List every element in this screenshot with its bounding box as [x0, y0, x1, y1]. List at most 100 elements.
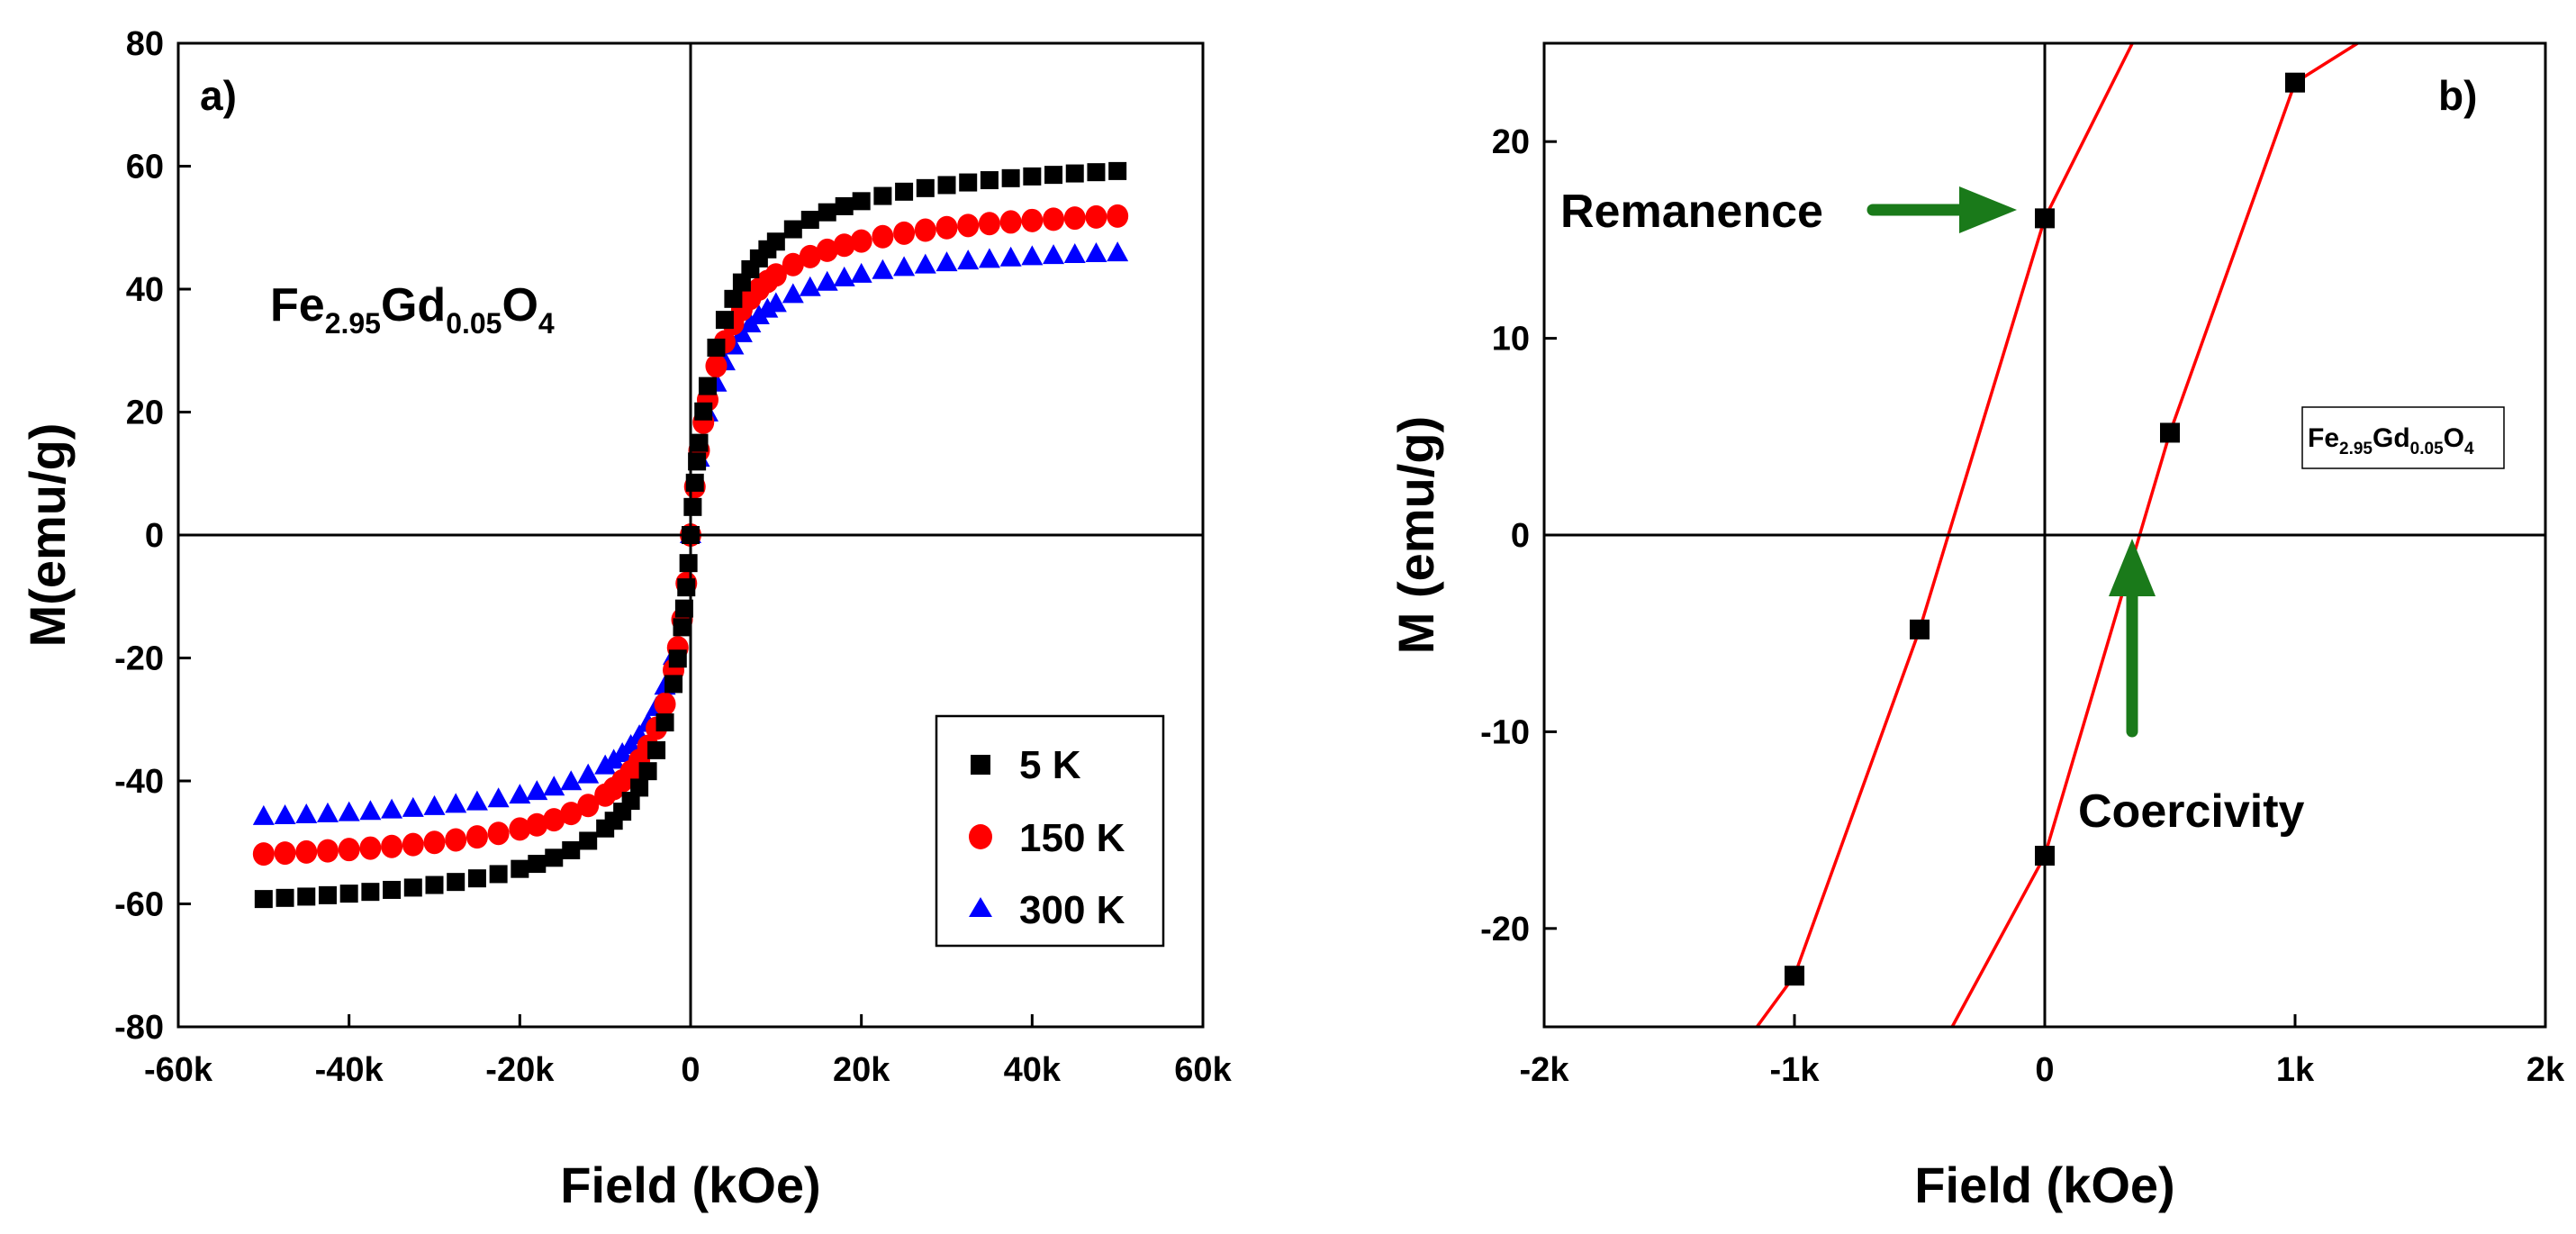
- data-point-300k: [914, 253, 936, 274]
- y-tick-label: 60: [126, 149, 164, 186]
- data-point-5k: [668, 649, 687, 668]
- panel-b-label: b): [2438, 72, 2477, 119]
- data-point-5k: [800, 211, 819, 230]
- x-tick-label: -20k: [485, 1051, 555, 1089]
- data-point-300k: [1063, 243, 1086, 264]
- data-point-5k: [980, 171, 999, 190]
- legend-label-5k: 5 K: [1019, 743, 1081, 787]
- data-point-300k: [465, 790, 488, 811]
- data-point-5k: [1065, 164, 1084, 183]
- data-point-5k: [1001, 168, 1020, 187]
- data-point-150k: [560, 802, 583, 826]
- data-point-150k: [957, 213, 980, 238]
- data-point-5k: [683, 497, 702, 516]
- data-point-5k: [467, 869, 486, 888]
- data-point-5k: [403, 878, 422, 897]
- panel-b: -2k -1k 0 1k 2k -20 -10 0 10 20 b) Fe2.95Gd0.05O4…: [1387, 41, 2565, 1213]
- data-point-150k: [914, 218, 936, 242]
- data-point: [1785, 966, 1804, 986]
- data-point-300k: [978, 248, 1000, 268]
- y-tick-label: -10: [1480, 713, 1530, 751]
- data-point-300k: [1107, 241, 1129, 262]
- data-point-5k: [783, 220, 802, 239]
- data-point-300k: [1021, 245, 1044, 266]
- data-point-5k: [664, 675, 683, 694]
- panel-b-x-axis-title: Field (kOe): [1914, 1157, 2174, 1213]
- x-tick-label: 40k: [1004, 1051, 1062, 1089]
- data-point-150k: [1063, 206, 1086, 231]
- data-point-5k: [685, 473, 704, 492]
- formula-gd: Gd: [381, 279, 446, 331]
- data-point-300k: [782, 283, 804, 304]
- data-point-5k: [698, 377, 717, 395]
- data-point-5k: [339, 885, 358, 903]
- data-point-5k: [835, 196, 854, 215]
- data-point-150k: [782, 252, 804, 277]
- data-point-150k: [705, 354, 728, 378]
- data-point-300k: [833, 266, 855, 286]
- data-point-150k: [487, 821, 510, 846]
- data-point-300k: [402, 796, 424, 817]
- y-tick-label: 20: [1492, 123, 1530, 161]
- data-point-300k: [487, 787, 510, 808]
- formula-b-o-sub: 4: [2464, 440, 2474, 458]
- data-point-5k: [447, 873, 465, 892]
- data-point-150k: [816, 238, 838, 262]
- data-point-300k: [756, 297, 779, 318]
- data-point-5k: [690, 433, 709, 452]
- data-point-300k: [252, 804, 275, 825]
- data-point-5k: [694, 402, 713, 421]
- legend-label-300k: 300 K: [1019, 888, 1125, 932]
- data-point-300k: [445, 793, 467, 813]
- data-point-5k: [511, 859, 529, 878]
- y-tick-label: -20: [1480, 911, 1530, 948]
- y-tick-label: -20: [114, 640, 164, 678]
- data-point-5k: [545, 848, 564, 867]
- data-point-150k: [577, 794, 600, 818]
- y-tick-label: 10: [1492, 321, 1530, 358]
- coercivity-arrow-head: [2109, 539, 2156, 596]
- x-tick-label: -40k: [315, 1051, 384, 1089]
- panel-a-formula: Fe2.95Gd0.05O4: [270, 279, 555, 340]
- panel-b-y-axis-title: M (emu/g): [1387, 416, 1444, 654]
- data-point-5k: [1023, 167, 1042, 186]
- data-point-5k: [528, 855, 547, 874]
- data-point-150k: [999, 210, 1022, 234]
- legend-marker-300k: [969, 897, 992, 917]
- data-point-300k: [295, 803, 318, 823]
- data-point-300k: [999, 246, 1022, 267]
- data-point-150k: [543, 808, 565, 832]
- data-point-300k: [543, 776, 565, 796]
- remanence-arrow-head: [1959, 186, 2017, 233]
- data-point-5k: [318, 885, 337, 904]
- data-point-300k: [799, 276, 821, 296]
- data-point-300k: [577, 763, 600, 784]
- formula-b-gd-sub: 0.05: [2410, 440, 2444, 458]
- data-point-5k: [562, 840, 581, 859]
- data-point-300k: [935, 251, 958, 272]
- panel-a-legend: 5 K 150 K 300 K: [935, 714, 1165, 948]
- data-point-5k: [1108, 161, 1127, 180]
- formula-b-fe: Fe: [2308, 423, 2339, 453]
- data-point-300k: [957, 250, 980, 270]
- data-point-150k: [359, 836, 382, 860]
- data-point-150k: [654, 692, 676, 716]
- data-point-5k: [937, 176, 956, 195]
- data-point-150k: [872, 224, 894, 249]
- data-point-150k: [274, 841, 296, 866]
- legend-label-150k: 150 K: [1019, 816, 1125, 860]
- data-point-5k: [916, 178, 935, 197]
- formula-fe-sub: 2.95: [325, 307, 381, 340]
- data-point-300k: [764, 292, 787, 313]
- data-point-150k: [935, 215, 958, 240]
- data-point-300k: [509, 784, 531, 804]
- data-point-5k: [425, 876, 444, 894]
- data-point-5k: [383, 880, 402, 899]
- data-point-5k: [254, 890, 273, 909]
- x-tick-label: 2k: [2526, 1051, 2565, 1089]
- legend-marker-150k: [969, 824, 992, 849]
- data-point-5k: [638, 762, 657, 781]
- data-point-5k: [489, 865, 508, 884]
- data-point-5k: [852, 192, 871, 211]
- data-point-5k: [677, 578, 696, 597]
